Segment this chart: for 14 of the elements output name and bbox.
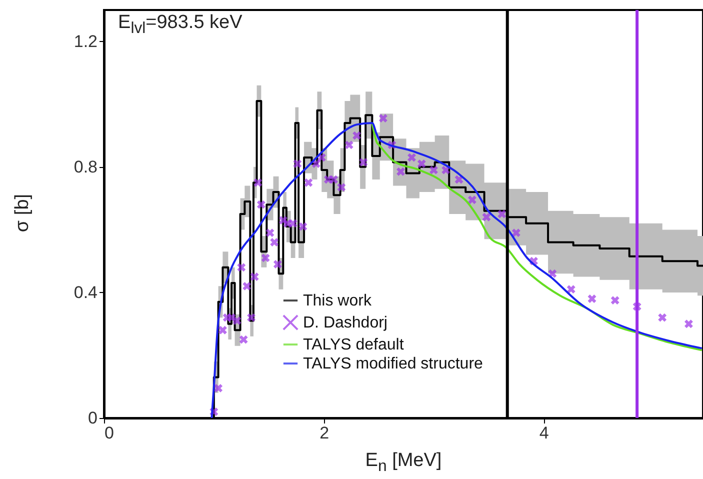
x-tick-label: 4 xyxy=(539,424,549,442)
legend-label: This work xyxy=(303,292,372,310)
x-tick-label: 2 xyxy=(320,424,330,442)
x-axis-title: E$_{n}$ [MeV] xyxy=(364,450,443,476)
y-tick-label: 0 xyxy=(88,408,98,428)
y-tick-label: 1.2 xyxy=(74,32,98,51)
legend-label: D. Dashdorj xyxy=(303,314,388,332)
legend-label: TALYS modified structure xyxy=(303,356,484,372)
annotation: E$_{lvl}$=983.5 keV xyxy=(118,12,242,38)
y-axis-title: σ [b] xyxy=(12,192,34,234)
x-tick-label: 0 xyxy=(104,424,114,442)
legend-label: TALYS default xyxy=(303,336,404,354)
y-tick-label: 0.8 xyxy=(74,157,98,176)
y-tick-label: 0.4 xyxy=(74,282,98,302)
